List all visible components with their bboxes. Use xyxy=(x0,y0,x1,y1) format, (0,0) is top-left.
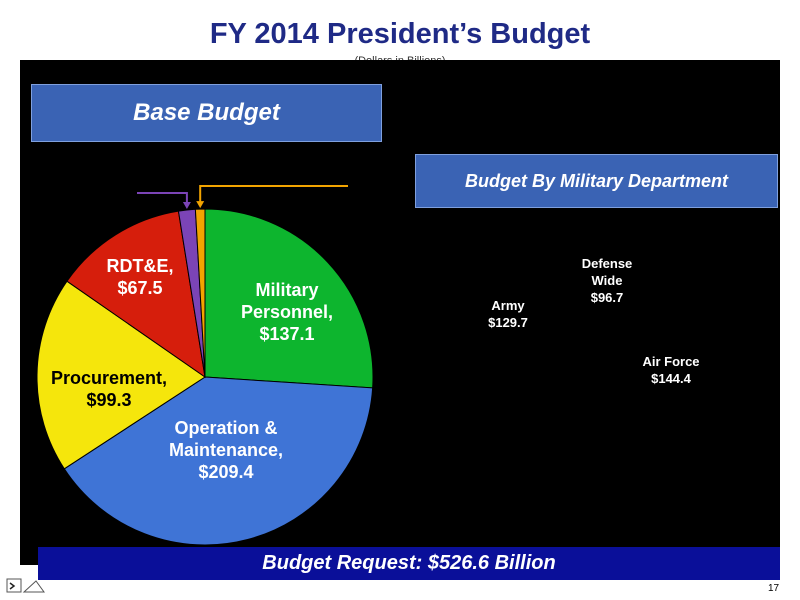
pie-slice-0 xyxy=(204,208,374,389)
dept-label-air-force: Air Force $144.4 xyxy=(631,353,711,387)
callout-arrow-1 xyxy=(196,201,205,209)
budget-request-banner: Budget Request: $526.6 Billion xyxy=(38,547,780,580)
dept-value-army: $129.7 xyxy=(488,315,528,330)
base-budget-heading: Base Budget xyxy=(31,84,382,142)
slice-label-0: Military Personnel, $137.1 xyxy=(241,280,333,344)
slice-label-3: RDT&E, $67.5 xyxy=(107,256,174,298)
page-number: 17 xyxy=(768,583,780,594)
dept-name-air-force: Air Force xyxy=(642,354,700,369)
pie-slice-3 xyxy=(66,210,206,379)
callout-line-0 xyxy=(137,192,188,206)
dept-name-defense-wide: Defense Wide xyxy=(581,256,633,288)
dept-label-defense-wide: Defense Wide $96.7 xyxy=(571,255,643,306)
slice-label-2: Procurement, $99.3 xyxy=(51,368,167,410)
dept-name-army: Army xyxy=(491,298,525,313)
department-budget-heading: Budget By Military Department xyxy=(415,154,778,208)
dept-value-defense-wide: $96.7 xyxy=(590,290,624,305)
page-subtitle: (Dollars in Billions) xyxy=(354,55,446,63)
page-title: FY 2014 President’s Budget xyxy=(209,18,591,50)
dept-label-army: Army $129.7 xyxy=(470,297,546,331)
callout-arrow-0 xyxy=(182,202,191,209)
dept-value-air-force: $144.4 xyxy=(651,371,691,386)
pie-slice-2 xyxy=(36,280,206,470)
callout-line-1 xyxy=(199,185,348,206)
slice-label-1: Operation & Maintenance, $209.4 xyxy=(169,418,283,482)
pie-slice-5 xyxy=(194,208,206,378)
slide-navigation-icon[interactable] xyxy=(6,578,46,594)
